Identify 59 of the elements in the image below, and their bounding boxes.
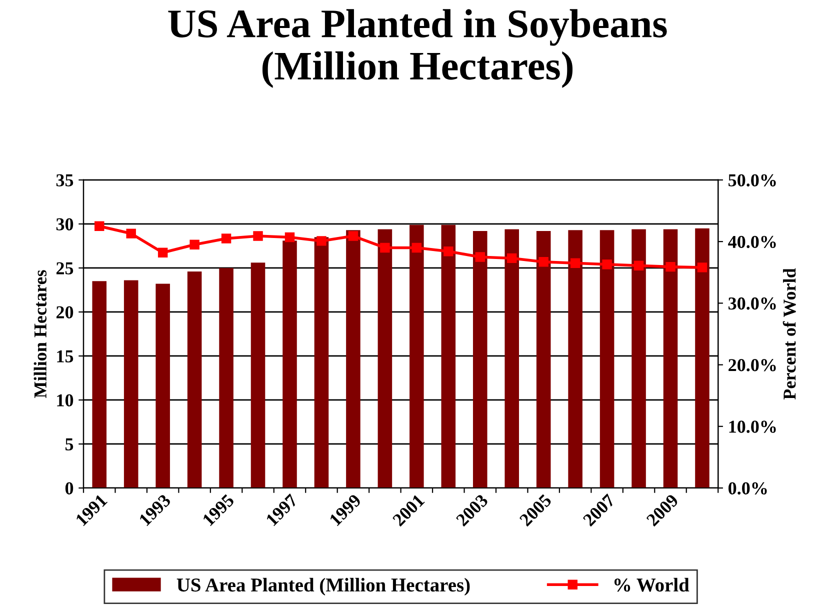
y-tick-label: 30 (56, 218, 74, 230)
point (190, 240, 200, 250)
y-tick-label: 0 (65, 482, 74, 494)
point (316, 236, 326, 246)
bar (187, 271, 202, 488)
bar (124, 280, 138, 488)
bar (632, 229, 646, 488)
bar (378, 229, 392, 488)
y-tick-label: 5 (65, 438, 74, 450)
point (634, 260, 644, 270)
point (284, 232, 295, 242)
bar (600, 230, 614, 488)
point (570, 258, 580, 268)
bar (568, 230, 582, 488)
bar (156, 284, 170, 488)
point (253, 231, 263, 241)
bar (92, 281, 107, 488)
bar (504, 229, 519, 488)
y2-axis-title: Percent of World (782, 268, 796, 400)
legend-label: % World (614, 578, 690, 592)
y-tick-label: 15 (57, 350, 74, 362)
y2-tick-label: 30.0% (728, 297, 776, 310)
point (380, 242, 390, 253)
bar (219, 268, 234, 488)
y-tick-label: 25 (56, 262, 74, 274)
point (126, 228, 136, 238)
bar (536, 231, 551, 488)
y-tick-label: 20 (56, 306, 74, 318)
bar (314, 237, 329, 488)
y-axis-title: Million Hectares (34, 270, 46, 398)
bar (410, 224, 424, 488)
point (444, 246, 454, 256)
y2-tick-label: 20.0% (728, 359, 776, 372)
y2-tick-label: 50.0% (728, 174, 776, 186)
point (538, 257, 548, 267)
y-tick-label: 35 (56, 174, 74, 186)
point (94, 221, 104, 232)
point (697, 262, 708, 272)
y2-tick-label: 10.0% (729, 420, 776, 433)
legend-label: US Area Planted (Million Hectares) (176, 578, 470, 596)
point (221, 234, 232, 244)
point (348, 231, 358, 241)
bar (346, 230, 360, 488)
point (666, 262, 676, 272)
point (158, 248, 168, 258)
point (412, 242, 422, 253)
y2-tick-label: 0.0% (728, 482, 767, 495)
bar (250, 262, 266, 488)
point (602, 259, 612, 270)
point (506, 253, 517, 264)
bar (441, 224, 456, 488)
point (475, 252, 485, 262)
chart-title: US Area Planted in Soybeans (Million Hectares) (168, 9, 667, 88)
y-tick-label: 10 (57, 394, 74, 406)
bar (695, 228, 710, 488)
bar (472, 231, 488, 488)
bar (282, 240, 297, 488)
bar (663, 229, 678, 488)
y2-tick-label: 40.0% (728, 236, 776, 248)
